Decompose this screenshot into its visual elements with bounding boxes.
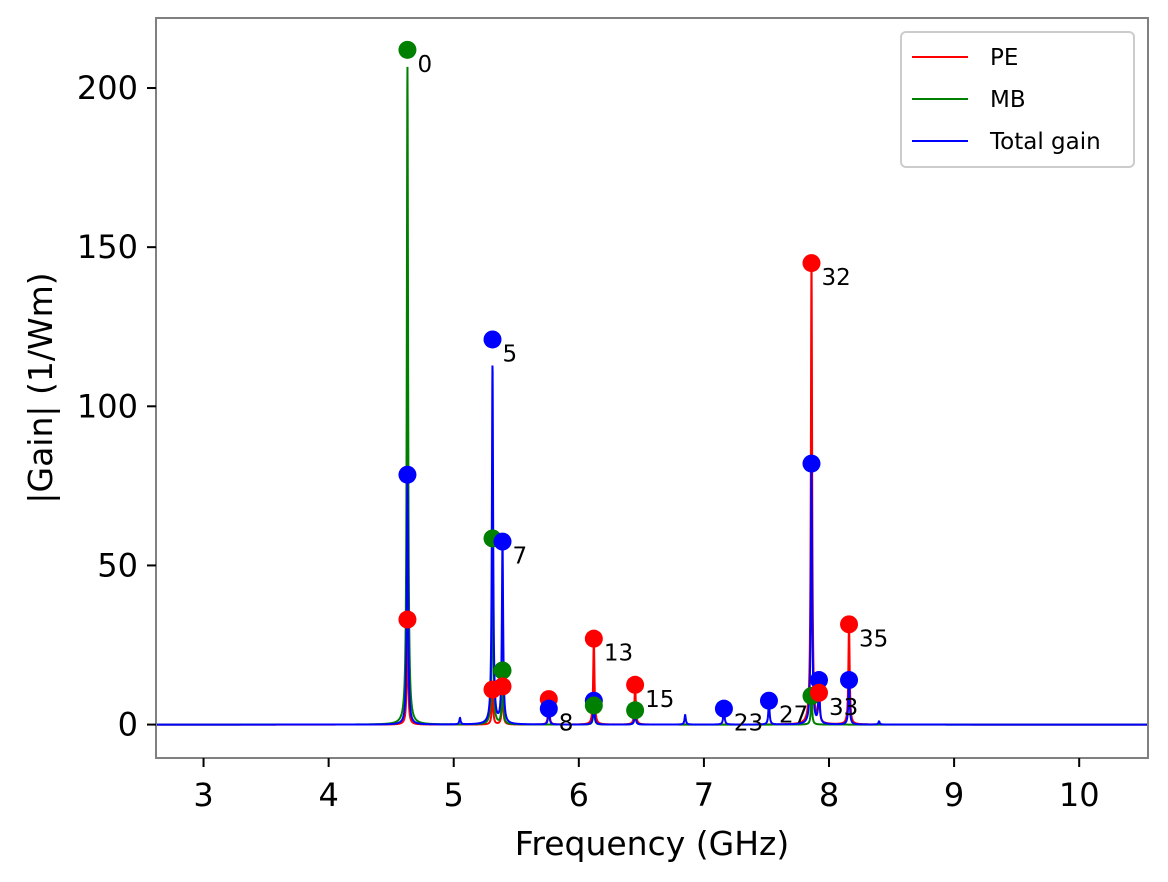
x-axis-ticks: 3 4 5 6 7 8 9 10 (193, 758, 1100, 814)
peak-index-label: 33 (829, 695, 858, 721)
x-tick-label: 4 (318, 776, 338, 814)
peak-marker (810, 683, 829, 702)
peak-marker (802, 254, 821, 273)
peak-marker (493, 661, 512, 680)
series-line-total-gain (156, 365, 1148, 726)
peak-marker (840, 615, 859, 634)
x-tick-label: 7 (694, 776, 714, 814)
y-axis-label: |Gain| (1/Wm) (21, 272, 60, 503)
peak-marker (398, 465, 417, 484)
peak-marker (626, 701, 645, 720)
peak-marker (539, 699, 558, 718)
legend-label-pe: PE (990, 45, 1018, 71)
peak-marker (584, 629, 603, 648)
peak-marker (584, 696, 603, 715)
peak-index-label: 8 (559, 711, 574, 737)
marker-layer (398, 40, 859, 720)
x-tick-label: 6 (569, 776, 589, 814)
y-axis-ticks: 0 50 100 150 200 (77, 69, 156, 744)
peak-marker (493, 677, 512, 696)
annotation-layer: 0 5 7 8 13 15 23 27 32 33 35 (417, 52, 888, 737)
y-tick-label: 200 (77, 69, 138, 107)
peak-marker (759, 691, 778, 710)
peak-index-label: 27 (779, 703, 808, 729)
peak-index-label: 0 (417, 52, 432, 78)
peak-index-label: 32 (821, 265, 850, 291)
x-tick-label: 3 (193, 776, 213, 814)
legend-label-total-gain: Total gain (989, 129, 1101, 155)
plot-frame (155, 17, 1149, 759)
peak-index-label: 15 (645, 687, 674, 713)
peak-index-label: 35 (859, 626, 888, 652)
peak-index-label: 7 (513, 544, 528, 570)
x-axis-label: Frequency (GHz) (515, 824, 789, 863)
peak-marker (398, 610, 417, 629)
peak-marker (840, 671, 859, 690)
peak-marker (493, 532, 512, 551)
legend-label-mb: MB (990, 87, 1026, 113)
peak-marker (802, 454, 821, 473)
peak-marker (626, 675, 645, 694)
legend-box (900, 31, 1135, 168)
y-tick-label: 50 (97, 546, 138, 584)
y-tick-label: 100 (77, 387, 138, 425)
peak-index-label: 13 (604, 641, 633, 667)
peak-index-label: 23 (734, 711, 763, 737)
y-tick-label: 150 (77, 228, 138, 266)
x-tick-label: 5 (444, 776, 464, 814)
x-tick-label: 9 (944, 776, 964, 814)
series-layer (156, 66, 1148, 726)
x-tick-label: 10 (1059, 776, 1100, 814)
x-tick-label: 8 (819, 776, 839, 814)
peak-marker (714, 699, 733, 718)
legend: PE MB Total gain (900, 31, 1135, 168)
y-tick-label: 0 (118, 706, 138, 744)
peak-marker (398, 40, 417, 59)
peak-marker (483, 330, 502, 349)
peak-marker (810, 671, 829, 690)
peak-index-label: 5 (503, 341, 518, 367)
